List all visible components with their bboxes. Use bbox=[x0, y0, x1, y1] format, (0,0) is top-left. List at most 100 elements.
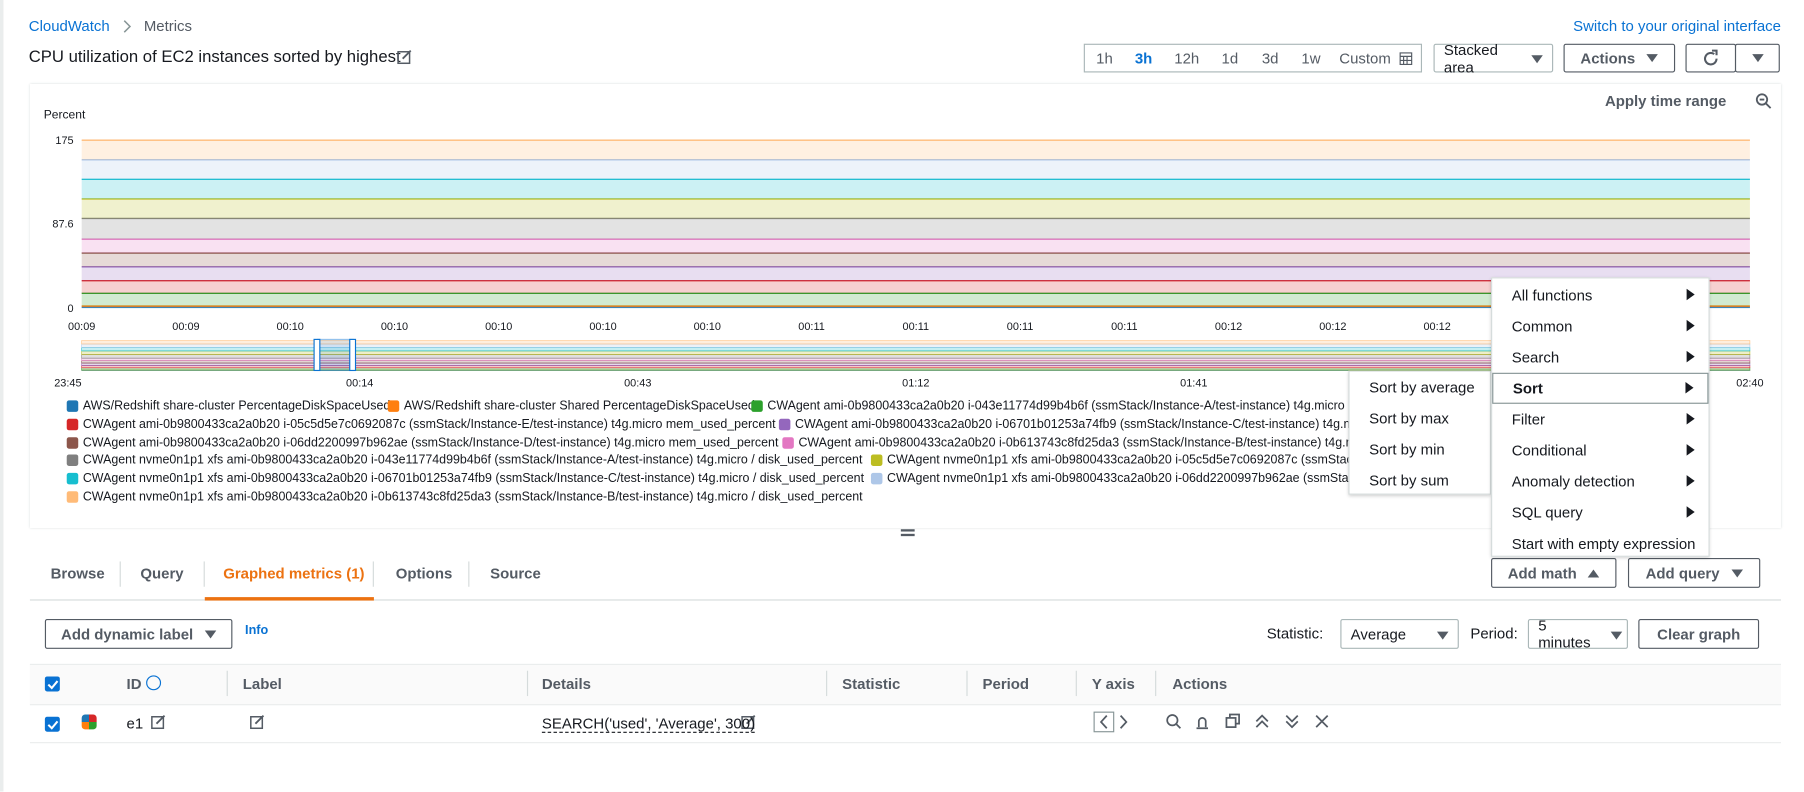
navigator-label: 02:40 bbox=[1736, 378, 1763, 390]
check bbox=[45, 717, 60, 732]
legend-label: CWAgent nvme0n1p1 xfs ami-0b9800433ca2a0… bbox=[83, 454, 863, 468]
menu-item[interactable]: Common bbox=[1492, 310, 1708, 341]
menu-item[interactable]: SQL query bbox=[1492, 496, 1708, 527]
menu-item[interactable]: Search bbox=[1492, 341, 1708, 372]
menu-item-label: Filter bbox=[1512, 410, 1545, 427]
legend-item[interactable]: CWAgent ami-0b9800433ca2a0b20 i-0b613743… bbox=[782, 436, 1351, 450]
menu-item[interactable]: Sort bbox=[1492, 372, 1708, 403]
y-axis-arrows bbox=[1093, 711, 1139, 734]
action-icons bbox=[1164, 712, 1337, 733]
period-value: 5 minutes bbox=[1538, 617, 1599, 652]
menu-item-label: All functions bbox=[1512, 286, 1593, 303]
legend-swatch bbox=[388, 400, 400, 412]
edit-icon[interactable] bbox=[151, 714, 167, 734]
id-info-icon[interactable] bbox=[146, 675, 161, 690]
statistic-select[interactable]: Average bbox=[1340, 619, 1459, 649]
splitter[interactable] bbox=[901, 529, 915, 531]
legend-item[interactable]: AWS/Redshift share-cluster PercentageDis… bbox=[67, 399, 391, 413]
tab-label: Options bbox=[396, 565, 453, 582]
dynamic-label-button[interactable]: Add dynamic label bbox=[45, 619, 233, 649]
legend-item[interactable]: AWS/Redshift share-cluster Shared Percen… bbox=[388, 399, 755, 413]
legend-item[interactable]: CWAgent ami-0b9800433ca2a0b20 i-06dd2200… bbox=[67, 436, 779, 450]
legend: AWS/Redshift share-cluster PercentageDis… bbox=[0, 0, 1352, 518]
legend-item[interactable]: CWAgent nvme0n1p1 xfs ami-0b9800433ca2a0… bbox=[871, 454, 1352, 468]
legend-swatch bbox=[67, 473, 79, 485]
legend-label: CWAgent nvme0n1p1 xfs ami-0b9800433ca2a0… bbox=[887, 454, 1352, 468]
checkbox[interactable] bbox=[45, 676, 60, 691]
add-math-button[interactable]: Add math bbox=[1491, 558, 1616, 588]
column-separator bbox=[1155, 671, 1156, 696]
edit-icon[interactable] bbox=[250, 714, 266, 734]
column-header: ID bbox=[127, 675, 142, 692]
math-menu: All functions Common Search Sort Filter Condi… bbox=[1491, 277, 1710, 557]
menu-item-label: Start with empty expression bbox=[1512, 534, 1696, 551]
legend-item[interactable]: CWAgent nvme0n1p1 xfs ami-0b9800433ca2a0… bbox=[67, 472, 864, 486]
add-query-label: Add query bbox=[1646, 564, 1720, 581]
table-header bbox=[30, 664, 1781, 705]
legend-item[interactable]: CWAgent nvme0n1p1 xfs ami-0b9800433ca2a0… bbox=[871, 472, 1352, 486]
series-color bbox=[82, 714, 97, 729]
legend-item[interactable]: CWAgent ami-0b9800433ca2a0b20 i-05c5d5e7… bbox=[67, 417, 776, 431]
legend-swatch bbox=[751, 400, 763, 412]
legend-label: AWS/Redshift share-cluster PercentageDis… bbox=[83, 399, 390, 413]
submenu-item[interactable]: Sort by sum bbox=[1350, 465, 1490, 496]
clear-graph-button[interactable]: Clear graph bbox=[1638, 619, 1759, 649]
checkbox[interactable] bbox=[45, 717, 60, 732]
menu-item[interactable]: Filter bbox=[1492, 403, 1708, 434]
tab-separator bbox=[204, 561, 205, 586]
legend-label: CWAgent ami-0b9800433ca2a0b20 i-05c5d5e7… bbox=[83, 417, 776, 431]
tab[interactable]: Source bbox=[490, 546, 541, 600]
menu-item-label: Common bbox=[1512, 317, 1573, 334]
legend-swatch bbox=[67, 455, 79, 467]
submenu-item[interactable]: Sort by max bbox=[1350, 403, 1490, 434]
tab-separator bbox=[120, 561, 121, 586]
tab[interactable]: Options bbox=[396, 546, 453, 600]
column-separator bbox=[826, 671, 827, 696]
tab-separator bbox=[373, 561, 374, 586]
caret bbox=[1599, 625, 1622, 642]
legend-swatch bbox=[871, 455, 883, 467]
caret bbox=[1425, 625, 1448, 642]
row-divider bbox=[30, 742, 1781, 743]
legend-item[interactable]: CWAgent ami-0b9800433ca2a0b20 i-06701b01… bbox=[779, 417, 1352, 431]
tab[interactable]: Browse bbox=[51, 546, 105, 600]
menu-item[interactable]: Start with empty expression bbox=[1492, 528, 1708, 559]
tab-separator bbox=[468, 561, 469, 586]
add-query-button[interactable]: Add query bbox=[1628, 558, 1760, 588]
menu-item[interactable]: All functions bbox=[1492, 279, 1708, 310]
column-header: Y axis bbox=[1092, 675, 1135, 692]
legend-label: CWAgent ami-0b9800433ca2a0b20 i-06dd2200… bbox=[83, 436, 779, 450]
y-axis-toggle[interactable] bbox=[1093, 711, 1139, 737]
add-math-label: Add math bbox=[1508, 564, 1577, 581]
tab-label: Browse bbox=[51, 565, 105, 582]
tab[interactable]: Graphed metrics (1) bbox=[223, 546, 364, 600]
column-separator bbox=[527, 671, 528, 696]
menu-item[interactable]: Anomaly detection bbox=[1492, 465, 1708, 496]
submenu-item[interactable]: Sort by min bbox=[1350, 434, 1490, 465]
submenu-item-label: Sort by sum bbox=[1369, 472, 1449, 489]
legend-item[interactable]: CWAgent ami-0b9800433ca2a0b20 i-043e1177… bbox=[751, 399, 1344, 413]
legend-swatch bbox=[779, 419, 791, 431]
tab[interactable]: Query bbox=[140, 546, 183, 600]
x-tick-label: 00:12 bbox=[1423, 321, 1450, 333]
legend-label: CWAgent ami-0b9800433ca2a0b20 i-043e1177… bbox=[767, 399, 1344, 413]
period-select[interactable]: 5 minutes bbox=[1528, 619, 1628, 649]
zoom-icon[interactable] bbox=[1755, 92, 1773, 110]
info-link[interactable]: Info bbox=[245, 624, 268, 638]
edit-glyph bbox=[151, 714, 167, 730]
apply-time-range[interactable]: Apply time range bbox=[1605, 92, 1726, 109]
dynamic-label-text: Add dynamic label bbox=[61, 625, 193, 642]
legend-item[interactable]: CWAgent nvme0n1p1 xfs ami-0b9800433ca2a0… bbox=[67, 490, 863, 504]
tab-label: Graphed metrics (1) bbox=[223, 565, 364, 582]
row-actions[interactable] bbox=[1164, 712, 1337, 736]
clear-graph-label: Clear graph bbox=[1657, 625, 1740, 642]
submenu-item[interactable]: Sort by average bbox=[1350, 372, 1490, 403]
legend-item[interactable]: CWAgent nvme0n1p1 xfs ami-0b9800433ca2a0… bbox=[67, 454, 863, 468]
row-details[interactable]: SEARCH('used', 'Average', 300) bbox=[542, 714, 755, 732]
column-separator bbox=[966, 671, 967, 696]
period-label: Period: bbox=[1470, 625, 1517, 642]
menu-item[interactable]: Conditional bbox=[1492, 434, 1708, 465]
menu-item-label: Sort bbox=[1513, 379, 1543, 396]
legend-swatch bbox=[871, 473, 883, 485]
